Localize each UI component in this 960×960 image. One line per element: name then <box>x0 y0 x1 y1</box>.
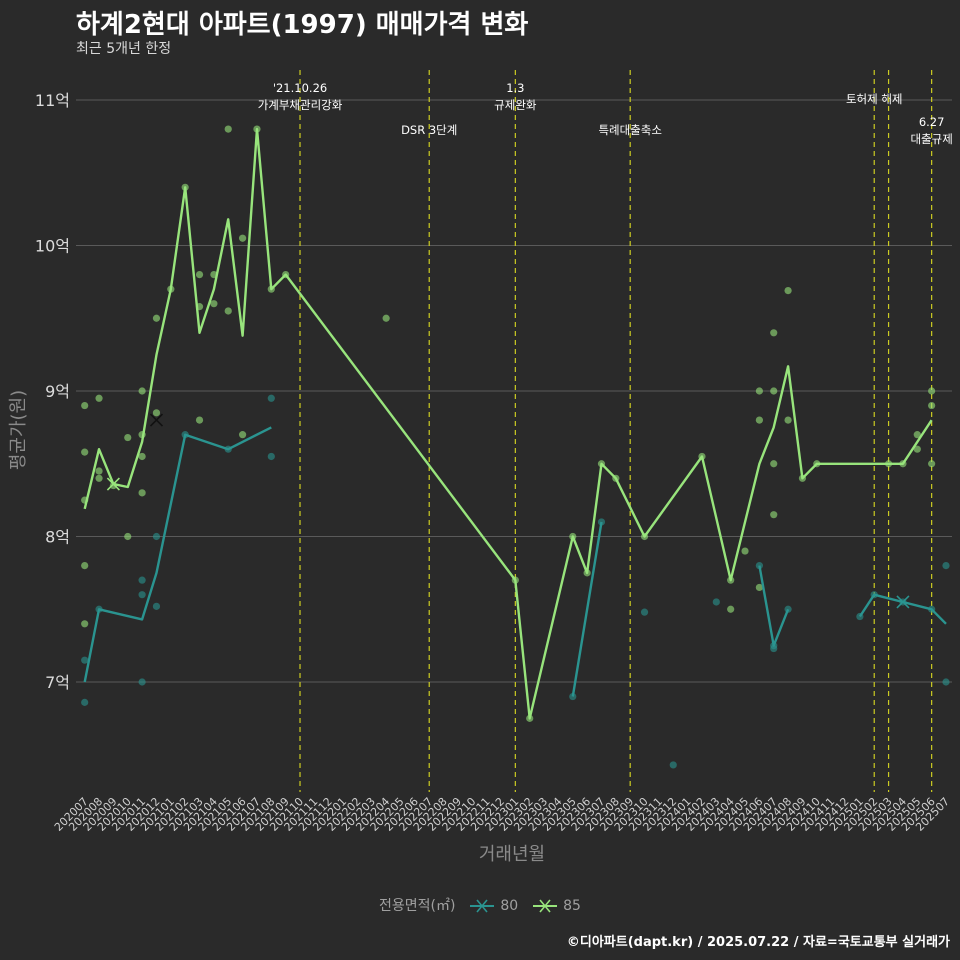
data-point-85-47 <box>770 387 778 395</box>
series-line-80-2 <box>758 565 790 647</box>
data-point-80-12 <box>569 692 577 701</box>
data-point-80-0 <box>81 656 89 664</box>
data-point-85-43 <box>755 583 763 592</box>
legend-title: 전용면적(㎡) <box>379 898 456 914</box>
legend-item-80: 80 <box>468 898 518 914</box>
data-point-80-14 <box>640 608 649 616</box>
event-label-202506-0: 6.27 <box>919 115 945 129</box>
data-point-85-21 <box>195 416 204 424</box>
x-axis-label: 거래년월 <box>479 844 545 865</box>
data-point-80-26 <box>942 562 950 570</box>
event-label-202506-1: 대출규제 <box>910 132 952 146</box>
event-label-202309-0: 특례대출축소 <box>598 123 661 137</box>
data-point-85-48 <box>770 460 778 468</box>
data-point-85-44 <box>755 416 763 424</box>
source-caption: ©디아파트(dapt.kr) / 2025.07.22 / 자료=국토교통부 실… <box>566 935 950 950</box>
data-point-80-10 <box>267 394 275 402</box>
event-label-202207-0: DSR 3단계 <box>401 123 457 137</box>
data-point-85-6 <box>95 474 103 482</box>
legend-label-80: 80 <box>500 898 519 914</box>
axis-layer: 7억8억9억10억11억2020072020082020092020102020… <box>35 91 952 834</box>
data-point-85-31 <box>382 314 390 322</box>
legend-item-85: 85 <box>531 898 581 914</box>
x-marker-85-1 <box>149 413 164 427</box>
data-point-85-11 <box>138 489 146 497</box>
data-point-85-15 <box>152 409 161 417</box>
legend: 전용면적(㎡) 80 85 <box>0 895 960 915</box>
data-point-85-24 <box>224 125 232 133</box>
event-label-202110-1: 가계부채관리강화 <box>258 98 343 112</box>
data-point-80-3 <box>138 678 146 686</box>
data-point-85-2 <box>81 401 89 410</box>
data-point-80-11 <box>267 452 275 461</box>
data-point-80-5 <box>138 576 146 584</box>
data-point-85-14 <box>138 387 146 395</box>
data-point-85-25 <box>224 307 232 315</box>
x-marker-85-0 <box>106 477 120 491</box>
legend-swatch-85 <box>532 899 557 913</box>
data-point-80-13 <box>597 518 606 526</box>
data-point-80-1 <box>81 698 89 706</box>
series-line-80-0 <box>83 426 272 683</box>
y-tick-label-11: 11억 <box>35 91 70 110</box>
data-point-85-46 <box>770 329 778 337</box>
chart-subtitle: 최근 5개년 한정 <box>76 41 172 57</box>
y-tick-label-9: 9억 <box>45 382 70 401</box>
data-point-85-16 <box>152 314 161 322</box>
point-layer <box>81 125 950 769</box>
x-marker-80-0 <box>896 595 910 609</box>
data-point-85-9 <box>124 433 132 442</box>
marker-layer <box>106 413 910 609</box>
y-tick-label-8: 8억 <box>45 528 70 547</box>
data-point-85-51 <box>784 416 792 424</box>
data-point-85-40 <box>727 605 735 613</box>
data-point-85-27 <box>238 431 247 439</box>
data-point-85-59 <box>928 401 936 410</box>
data-point-85-50 <box>784 287 792 295</box>
y-tick-label-7: 7억 <box>45 673 70 692</box>
data-point-85-5 <box>95 467 103 475</box>
data-point-85-42 <box>741 547 749 555</box>
y-axis-label: 평균가(원) <box>8 390 29 470</box>
data-point-80-25 <box>942 678 950 686</box>
data-point-85-57 <box>913 431 921 439</box>
grid-layer <box>76 99 952 683</box>
series-line-80-1 <box>571 521 603 697</box>
event-label-202301-0: 1.3 <box>506 81 524 95</box>
data-point-85-23 <box>210 300 218 308</box>
data-point-80-7 <box>152 532 161 541</box>
data-point-85-45 <box>755 387 763 395</box>
event-label-202301-1: 규제완화 <box>494 98 537 112</box>
data-point-80-17 <box>755 562 763 570</box>
data-point-80-16 <box>712 598 720 606</box>
data-point-85-49 <box>770 511 778 519</box>
data-point-85-1 <box>81 448 89 456</box>
data-point-85-56 <box>913 445 921 453</box>
legend-swatch-80 <box>469 899 494 913</box>
series-line-85-0 <box>83 127 933 720</box>
event-label-202110-0: '21.10.26 <box>273 81 327 95</box>
data-point-80-15 <box>669 761 677 769</box>
chart-title: 하계2현대 아파트(1997) 매매가격 변화 <box>76 10 529 40</box>
data-point-85-58 <box>928 387 936 395</box>
data-point-85-7 <box>95 394 103 402</box>
data-point-85-12 <box>138 452 146 461</box>
data-point-80-4 <box>138 591 146 599</box>
y-tick-label-10: 10억 <box>35 237 70 256</box>
data-point-85-26 <box>238 234 247 242</box>
event-label-202502-0: 토허제 해제 <box>846 92 903 106</box>
data-point-85-3 <box>81 562 89 570</box>
data-point-85-4 <box>81 620 89 628</box>
data-point-80-6 <box>152 602 161 610</box>
data-point-85-10 <box>124 532 132 541</box>
data-point-85-60 <box>928 460 936 468</box>
legend-label-85: 85 <box>563 898 581 914</box>
data-point-85-20 <box>195 271 204 279</box>
